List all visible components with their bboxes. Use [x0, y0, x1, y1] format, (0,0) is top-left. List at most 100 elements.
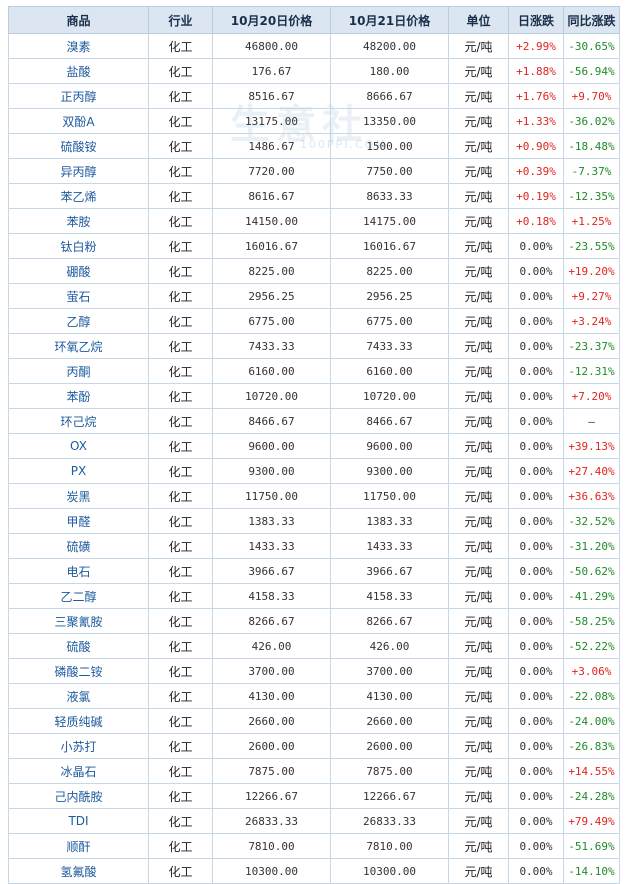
yoy-change-cell: +9.27% — [563, 283, 620, 309]
price-oct21-cell: 13350.00 — [330, 108, 449, 134]
price-oct21-cell: 8666.67 — [330, 83, 449, 109]
commodity-name-link[interactable]: TDI — [8, 808, 149, 834]
table-row: TDI 化工 26833.33 26833.33 元/吨 0.00% +79.49% — [8, 808, 620, 834]
daily-change-cell: +0.18% — [508, 208, 564, 234]
commodity-name-link[interactable]: 盐酸 — [8, 58, 149, 84]
price-oct21-cell: 426.00 — [330, 633, 449, 659]
industry-cell: 化工 — [148, 158, 213, 184]
yoy-change-cell: -24.00% — [563, 708, 620, 734]
daily-change-cell: 0.00% — [508, 583, 564, 609]
price-oct20-cell: 7433.33 — [212, 333, 331, 359]
industry-cell: 化工 — [148, 58, 213, 84]
commodity-name-link[interactable]: 硫酸铵 — [8, 133, 149, 159]
unit-cell: 元/吨 — [448, 458, 509, 484]
commodity-name-link[interactable]: 乙二醇 — [8, 583, 149, 609]
table-row: 乙二醇 化工 4158.33 4158.33 元/吨 0.00% -41.29% — [8, 583, 620, 609]
yoy-change-cell: +3.24% — [563, 308, 620, 334]
price-oct20-cell: 2956.25 — [212, 283, 331, 309]
table-row: 氢氟酸 化工 10300.00 10300.00 元/吨 0.00% -14.10% — [8, 858, 620, 884]
price-oct20-cell: 10300.00 — [212, 858, 331, 884]
price-oct21-cell: 8266.67 — [330, 608, 449, 634]
price-oct20-cell: 13175.00 — [212, 108, 331, 134]
commodity-name-link[interactable]: 炭黑 — [8, 483, 149, 509]
commodity-name-link[interactable]: 顺酐 — [8, 833, 149, 859]
commodity-name-link[interactable]: 三聚氰胺 — [8, 608, 149, 634]
commodity-name-link[interactable]: 异丙醇 — [8, 158, 149, 184]
commodity-name-link[interactable]: 双酚A — [8, 108, 149, 134]
commodity-name-link[interactable]: 丙酮 — [8, 358, 149, 384]
commodity-name-link[interactable]: 甲醛 — [8, 508, 149, 534]
unit-cell: 元/吨 — [448, 608, 509, 634]
industry-cell: 化工 — [148, 758, 213, 784]
commodity-name-link[interactable]: 氢氟酸 — [8, 858, 149, 884]
price-oct20-cell: 3966.67 — [212, 558, 331, 584]
commodity-name-link[interactable]: 溴素 — [8, 33, 149, 59]
price-oct21-cell: 8466.67 — [330, 408, 449, 434]
unit-cell: 元/吨 — [448, 233, 509, 259]
commodity-name-link[interactable]: 环己烷 — [8, 408, 149, 434]
yoy-change-cell: +3.06% — [563, 658, 620, 684]
price-oct20-cell: 1486.67 — [212, 133, 331, 159]
price-oct20-cell: 6775.00 — [212, 308, 331, 334]
commodity-name-link[interactable]: 轻质纯碱 — [8, 708, 149, 734]
commodity-name-link[interactable]: 小苏打 — [8, 733, 149, 759]
industry-cell: 化工 — [148, 433, 213, 459]
yoy-change-cell: -31.20% — [563, 533, 620, 559]
unit-cell: 元/吨 — [448, 408, 509, 434]
yoy-change-cell: -22.08% — [563, 683, 620, 709]
price-oct20-cell: 176.67 — [212, 58, 331, 84]
unit-cell: 元/吨 — [448, 808, 509, 834]
daily-change-cell: 0.00% — [508, 308, 564, 334]
unit-cell: 元/吨 — [448, 733, 509, 759]
price-oct20-cell: 4130.00 — [212, 683, 331, 709]
table-row: PX 化工 9300.00 9300.00 元/吨 0.00% +27.40% — [8, 458, 620, 484]
header-unit: 单位 — [448, 6, 509, 34]
commodity-name-link[interactable]: 电石 — [8, 558, 149, 584]
yoy-change-cell: +36.63% — [563, 483, 620, 509]
commodity-name-link[interactable]: 萤石 — [8, 283, 149, 309]
table-row: 电石 化工 3966.67 3966.67 元/吨 0.00% -50.62% — [8, 558, 620, 584]
industry-cell: 化工 — [148, 483, 213, 509]
commodity-name-link[interactable]: 正丙醇 — [8, 83, 149, 109]
price-oct20-cell: 1383.33 — [212, 508, 331, 534]
table-row: 硼酸 化工 8225.00 8225.00 元/吨 0.00% +19.20% — [8, 258, 620, 284]
commodity-name-link[interactable]: 硼酸 — [8, 258, 149, 284]
table-row: 苯胺 化工 14150.00 14175.00 元/吨 +0.18% +1.25% — [8, 208, 620, 234]
table-row: 硫磺 化工 1433.33 1433.33 元/吨 0.00% -31.20% — [8, 533, 620, 559]
commodity-name-link[interactable]: 磷酸二铵 — [8, 658, 149, 684]
daily-change-cell: 0.00% — [508, 633, 564, 659]
commodity-name-link[interactable]: 液氯 — [8, 683, 149, 709]
unit-cell: 元/吨 — [448, 33, 509, 59]
table-row: 硫酸 化工 426.00 426.00 元/吨 0.00% -52.22% — [8, 633, 620, 659]
yoy-change-cell: -14.10% — [563, 858, 620, 884]
price-oct20-cell: 12266.67 — [212, 783, 331, 809]
commodity-name-link[interactable]: 硫酸 — [8, 633, 149, 659]
daily-change-cell: 0.00% — [508, 733, 564, 759]
daily-change-cell: 0.00% — [508, 783, 564, 809]
daily-change-cell: 0.00% — [508, 708, 564, 734]
table-row: 小苏打 化工 2600.00 2600.00 元/吨 0.00% -26.83% — [8, 733, 620, 759]
daily-change-cell: 0.00% — [508, 433, 564, 459]
price-oct20-cell: 11750.00 — [212, 483, 331, 509]
table-row: 环己烷 化工 8466.67 8466.67 元/吨 0.00% — — [8, 408, 620, 434]
unit-cell: 元/吨 — [448, 683, 509, 709]
commodity-name-link[interactable]: 乙醇 — [8, 308, 149, 334]
commodity-name-link[interactable]: 钛白粉 — [8, 233, 149, 259]
yoy-change-cell: +39.13% — [563, 433, 620, 459]
commodity-name-link[interactable]: 苯酚 — [8, 383, 149, 409]
price-oct21-cell: 10720.00 — [330, 383, 449, 409]
commodity-name-link[interactable]: 环氧乙烷 — [8, 333, 149, 359]
commodity-name-link[interactable]: 硫磺 — [8, 533, 149, 559]
unit-cell: 元/吨 — [448, 708, 509, 734]
commodity-name-link[interactable]: 苯乙烯 — [8, 183, 149, 209]
table-row: 顺酐 化工 7810.00 7810.00 元/吨 0.00% -51.69% — [8, 833, 620, 859]
commodity-name-link[interactable]: PX — [8, 458, 149, 484]
unit-cell: 元/吨 — [448, 583, 509, 609]
commodity-name-link[interactable]: 苯胺 — [8, 208, 149, 234]
price-oct20-cell: 8225.00 — [212, 258, 331, 284]
commodity-name-link[interactable]: OX — [8, 433, 149, 459]
commodity-name-link[interactable]: 冰晶石 — [8, 758, 149, 784]
unit-cell: 元/吨 — [448, 383, 509, 409]
commodity-name-link[interactable]: 己内酰胺 — [8, 783, 149, 809]
yoy-change-cell: -24.28% — [563, 783, 620, 809]
